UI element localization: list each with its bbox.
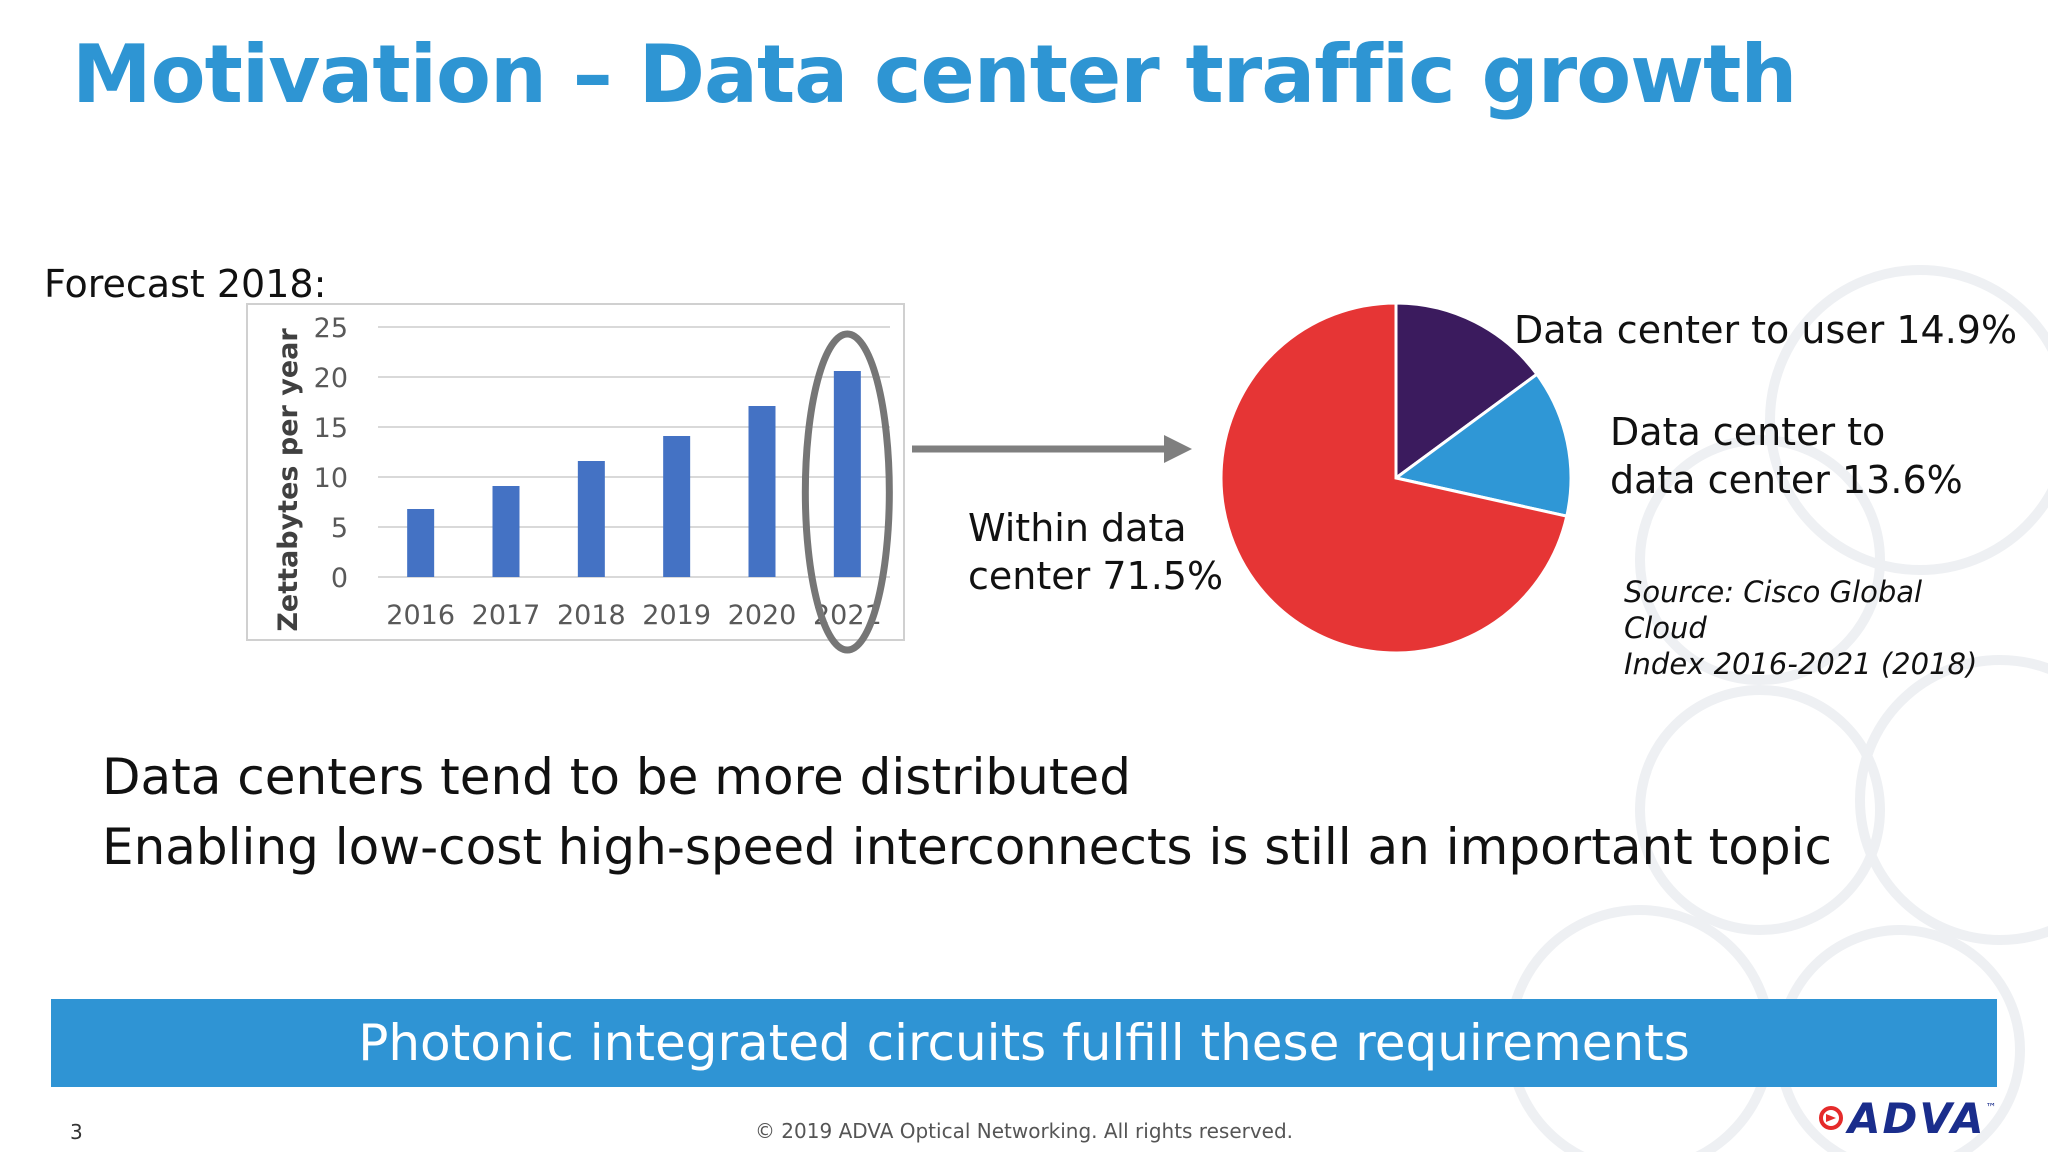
copyright-notice: © 2019 ADVA Optical Networking. All righ… bbox=[754, 1119, 1294, 1143]
pie-label-within-data-center: Within data center 71.5% bbox=[968, 504, 1223, 600]
conclusion-banner: Photonic integrated circuits fulfill the… bbox=[51, 999, 1997, 1087]
forecast-label: Forecast 2018: bbox=[44, 262, 327, 306]
adva-logo-trademark: ™ bbox=[1985, 1101, 1997, 1114]
page-number: 3 bbox=[70, 1120, 83, 1144]
pie-label-dc-to-dc-line-1: Data center to bbox=[1610, 410, 1886, 454]
source-line-2: Index 2016-2021 (2018) bbox=[1624, 647, 1978, 681]
slide-title: Motivation – Data center traffic growth bbox=[72, 28, 1797, 121]
watermark-ring bbox=[1635, 435, 1885, 685]
watermark-ring bbox=[1765, 265, 2048, 575]
adva-logo-mark-icon bbox=[1819, 1106, 1843, 1130]
watermark-ring bbox=[1635, 685, 1885, 935]
adva-logo: ADVA ™ bbox=[1818, 1093, 1997, 1143]
bullet-text: Data centers tend to be more distributed bbox=[102, 748, 1131, 806]
pie-label-dc-to-dc: Data center to data center 13.6% bbox=[1610, 408, 1963, 504]
pie-label-within-line-1: Within data bbox=[968, 506, 1187, 550]
source-line-1: Source: Cisco Global Cloud bbox=[1624, 575, 1923, 645]
pie-label-dc-to-user: Data center to user 14.9% bbox=[1514, 308, 2018, 352]
watermark-ring bbox=[1855, 655, 2048, 945]
pie-label-within-line-2: center 71.5% bbox=[968, 554, 1224, 598]
source-citation: Source: Cisco Global Cloud Index 2016-20… bbox=[1624, 574, 1984, 682]
conclusion-banner-text: Photonic integrated circuits fulfill the… bbox=[358, 1014, 1690, 1072]
pie-label-dc-to-dc-line-2: data center 13.6% bbox=[1610, 458, 1963, 502]
adva-logo-text: ADVA bbox=[1848, 1093, 1986, 1143]
bullet-text: Enabling low-cost high-speed interconnec… bbox=[102, 818, 1832, 876]
